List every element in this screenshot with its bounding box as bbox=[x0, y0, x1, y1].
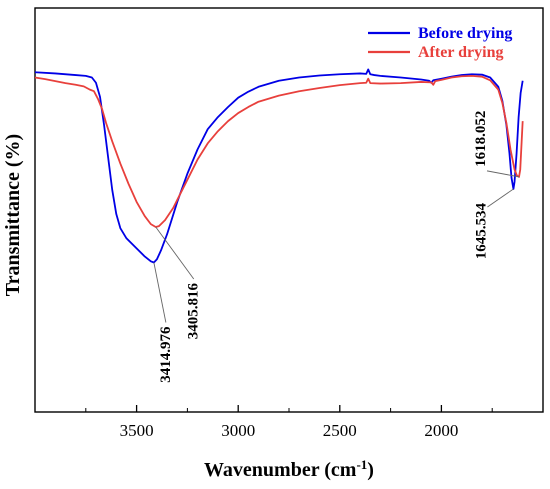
x-tick-label-2500: 2500 bbox=[323, 421, 357, 440]
legend-label-before-drying: Before drying bbox=[418, 25, 512, 42]
annotation-label-1618-052: 1618.052 bbox=[473, 111, 489, 167]
annotation-label-1645-534: 1645.534 bbox=[473, 202, 489, 259]
plot-lines bbox=[34, 68, 524, 264]
annotation-leader-3414-976 bbox=[153, 262, 167, 323]
annotation-label-3414-976: 3414.976 bbox=[158, 326, 174, 383]
legend-label-after-drying: After drying bbox=[418, 44, 503, 61]
x-tick-label-3500: 3500 bbox=[120, 421, 154, 440]
x-tick-label-3000: 3000 bbox=[221, 421, 255, 440]
annotation-leader-1645-534 bbox=[487, 188, 514, 208]
annotation-label-3405-816: 3405.816 bbox=[186, 282, 202, 339]
series-line-before-drying bbox=[34, 68, 524, 264]
x-axis-title-close: ) bbox=[367, 459, 374, 481]
x-axis-ticks: 3500 3000 2500 2000 bbox=[85, 405, 493, 440]
x-axis-title-superscript: -1 bbox=[356, 457, 367, 472]
annotation-leader-1618-052 bbox=[486, 170, 520, 178]
annotations: 3414.976 3405.816 1618.052 1645.534 bbox=[153, 111, 520, 383]
x-axis-title: Wavenumber (cm-1) bbox=[204, 457, 374, 482]
plot-area-frame bbox=[34, 7, 544, 413]
annotation-leader-3405-816 bbox=[155, 226, 195, 280]
legend: Before drying After drying bbox=[368, 25, 512, 61]
x-tick-label-2000: 2000 bbox=[424, 421, 458, 440]
x-axis-title-main: Wavenumber (cm bbox=[204, 459, 357, 481]
series-line-after-drying bbox=[34, 74, 524, 228]
y-axis-title: Transmittance (%) bbox=[2, 134, 24, 296]
